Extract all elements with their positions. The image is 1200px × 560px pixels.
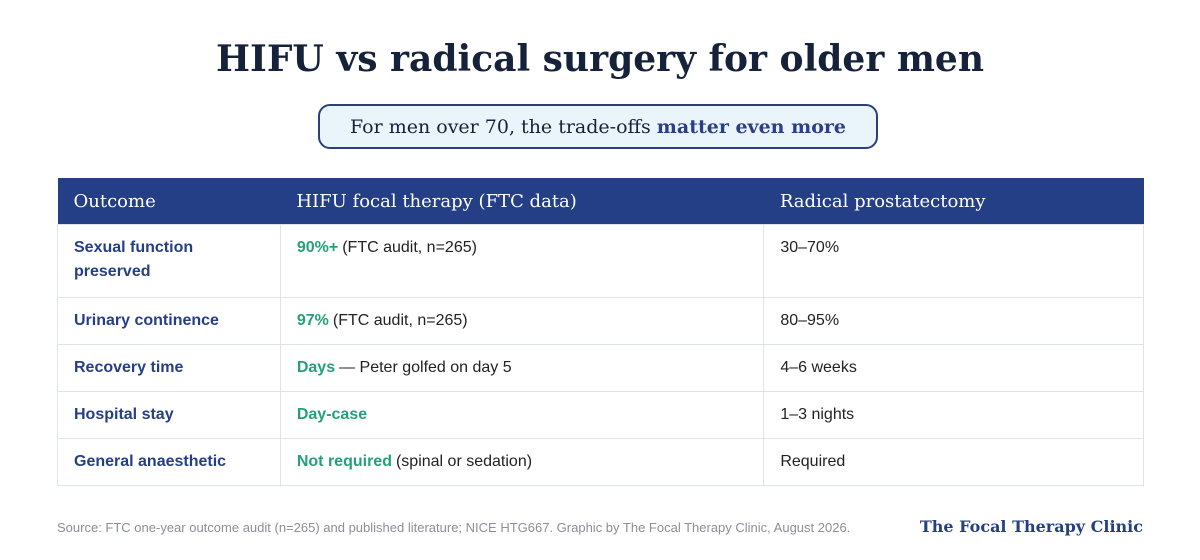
hifu-detail: (FTC audit, n=265) [342, 239, 477, 256]
hifu-highlight: 97% [296, 312, 329, 329]
outcome-cell: Urinary continence [57, 297, 281, 345]
table-row: Recovery time Days — Peter golfed on day 5… [57, 344, 1144, 392]
surgery-cell: Required [763, 438, 1144, 486]
header-row: Outcome HIFU focal therapy (FTC data) Radi… [57, 178, 1144, 225]
outcome-cell: Sexual function preserved [57, 224, 281, 298]
outcome-cell: Recovery time [57, 344, 281, 392]
hifu-cell: 97% (FTC audit, n=265) [279, 297, 765, 345]
brand: The Focal Therapy Clinic [919, 517, 1143, 536]
hifu-highlight: Days [296, 359, 336, 376]
table-row: Urinary continence 97% (FTC audit, n=265) 8… [57, 297, 1144, 345]
subtitle-emphasis: matter even more [656, 116, 846, 138]
table-row: Hospital stay Day-case 1–3 nights [57, 391, 1144, 439]
table-row: Sexual function preserved 90%+ (FTC audit,… [57, 224, 1144, 298]
hifu-cell: Not required (spinal or sedation) [279, 438, 765, 486]
hifu-highlight: 90%+ [296, 239, 339, 256]
hifu-cell: Days — Peter golfed on day 5 [279, 344, 765, 392]
surgery-cell: 30–70% [763, 224, 1144, 298]
surgery-cell: 4–6 weeks [763, 344, 1144, 392]
surgery-cell: 80–95% [763, 297, 1144, 345]
hifu-cell: 90%+ (FTC audit, n=265) [279, 224, 765, 298]
hifu-detail: (spinal or sedation) [395, 453, 533, 470]
table-row: General anaesthetic Not required (spinal o… [57, 438, 1144, 486]
column-header: HIFU focal therapy (FTC data) [280, 178, 764, 225]
source-note: Source: FTC one-year outcome audit (n=26… [57, 520, 851, 535]
outcome-cell: General anaesthetic [57, 438, 281, 486]
hifu-cell: Day-case [279, 391, 765, 439]
comparison-table: Outcome HIFU focal therapy (FTC data) Radi… [57, 178, 1144, 486]
column-header: Radical prostatectomy [763, 178, 1144, 225]
outcome-cell: Hospital stay [57, 391, 281, 439]
hifu-detail: — Peter golfed on day 5 [339, 359, 512, 376]
surgery-cell: 1–3 nights [763, 391, 1144, 439]
subtitle-box: For men over 70, the trade-offs matter ev… [318, 104, 878, 149]
hifu-highlight: Day-case [296, 406, 368, 423]
hifu-highlight: Not required [296, 453, 392, 470]
subtitle: For men over 70, the trade-offs [350, 116, 651, 138]
hifu-detail: (FTC audit, n=265) [332, 312, 468, 329]
column-header: Outcome [57, 178, 281, 225]
title: HIFU vs radical surgery for older men [216, 38, 984, 80]
